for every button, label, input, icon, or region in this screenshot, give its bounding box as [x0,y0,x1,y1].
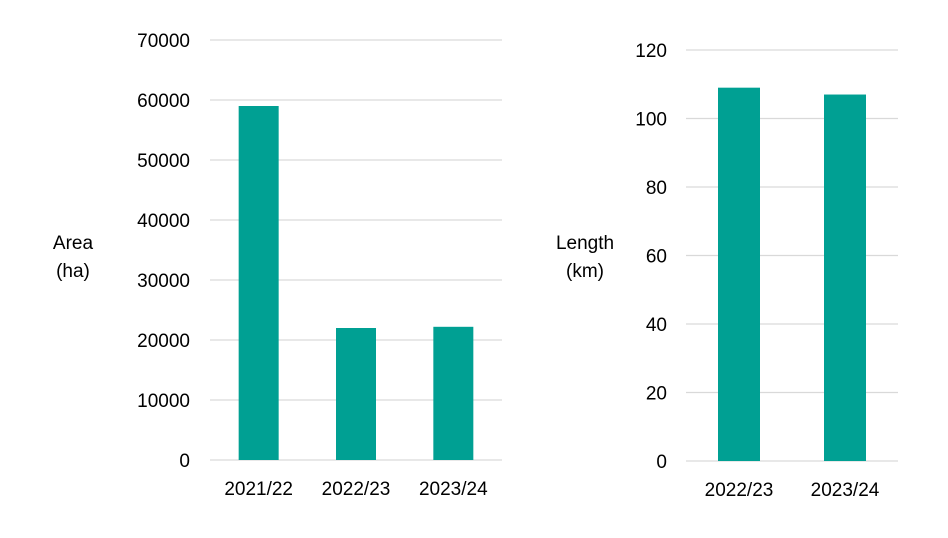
area-y-tick-label: 20000 [137,331,190,352]
area-y-axis-title-line1: Area [53,233,94,254]
length-y-tick-label: 60 [646,247,667,268]
length-y-tick-label: 40 [646,315,667,336]
length-y-axis-title-line2: (km) [566,261,604,282]
area-y-tick-label: 70000 [137,31,190,52]
area-x-tick-label: 2023/24 [419,479,488,500]
area-bar [238,106,279,460]
area-y-tick-label: 10000 [137,391,190,412]
area-y-axis-title-line2: (ha) [56,261,90,282]
area-y-tick-label: 60000 [137,91,190,112]
length-y-tick-label: 0 [656,452,667,473]
area-x-tick-label: 2022/23 [322,479,391,500]
area-y-tick-label: 50000 [137,151,190,172]
length-y-tick-label: 20 [646,384,667,405]
length-y-tick-label: 100 [635,110,667,131]
length-bar [824,94,866,462]
length-x-tick-label: 2023/24 [811,480,880,501]
length-y-tick-label: 120 [635,41,667,62]
area-chart: 0 10000 20000 30000 40000 50000 60000 70000 2021… [53,31,502,500]
length-chart: 0 20 40 60 80 100 120 2022/23 2023/24 Length (km) [556,41,898,501]
area-x-tick-label: 2021/22 [224,479,293,500]
area-y-tick-label: 40000 [137,211,190,232]
length-y-axis-title-line1: Length [556,233,614,254]
area-bar [336,328,376,460]
area-y-tick-label: 0 [179,451,190,472]
length-y-tick-label: 80 [646,178,667,199]
area-y-tick-label: 30000 [137,271,190,292]
length-bar [718,87,760,462]
area-bar [433,326,474,460]
length-x-tick-label: 2022/23 [705,480,774,501]
